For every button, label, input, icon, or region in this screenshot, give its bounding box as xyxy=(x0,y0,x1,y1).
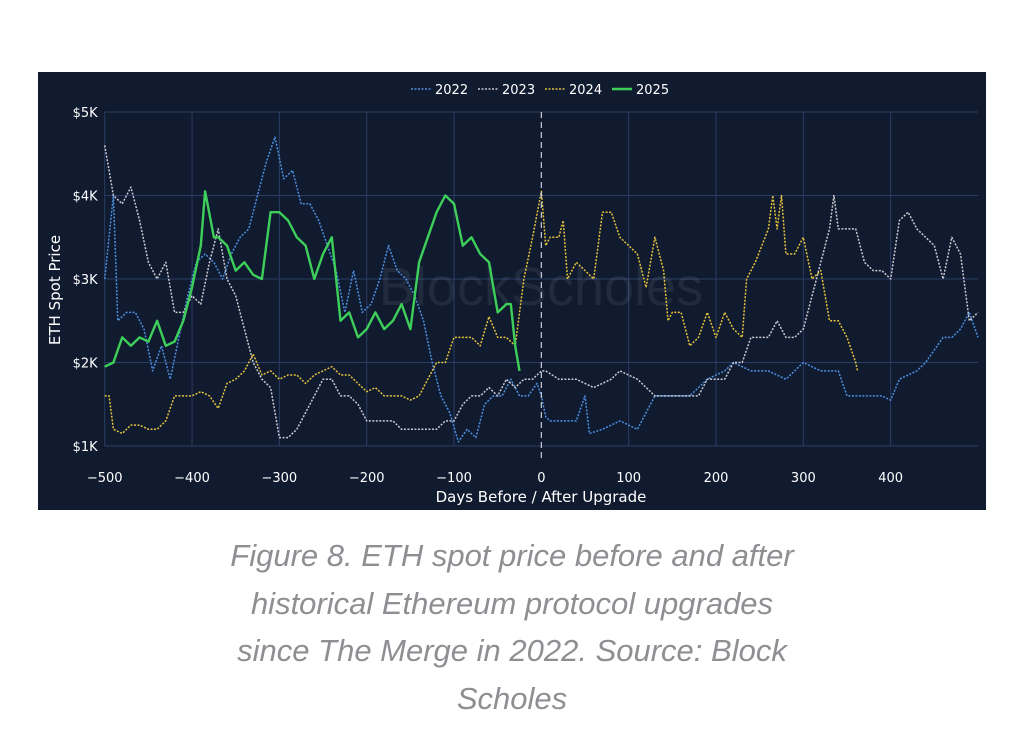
caption-line: historical Ethereum protocol upgrades xyxy=(250,585,774,621)
figure-caption: Figure 8. ETH spot price before and afte… xyxy=(0,532,1024,722)
series-line-2024 xyxy=(104,190,859,435)
y-axis-title: ETH Spot Price xyxy=(46,235,64,345)
x-tick-label: −100 xyxy=(436,471,472,486)
x-tick-label: −400 xyxy=(174,471,210,486)
x-tick-label: 400 xyxy=(878,471,903,486)
x-tick-label: 0 xyxy=(537,471,545,486)
y-tick-label: $2K xyxy=(73,357,99,372)
x-tick-label: −300 xyxy=(262,471,298,486)
x-tick-label: −200 xyxy=(349,471,385,486)
series-line-2023 xyxy=(103,145,979,439)
x-tick-label: 300 xyxy=(791,471,816,486)
x-axis-title: Days Before / After Upgrade xyxy=(436,488,647,506)
caption-line: since The Merge in 2022. Source: Block xyxy=(237,633,787,668)
x-tick-label: −500 xyxy=(87,471,123,486)
caption-line: Figure 8. ETH spot price before and afte… xyxy=(230,538,794,573)
legend-label-2022: 2022 xyxy=(435,83,468,98)
x-tick-label: 200 xyxy=(704,471,729,486)
y-tick-label: $5K xyxy=(73,106,99,121)
x-axis: −500 −400 −300 −200 −100 0 100 200 300 400 xyxy=(87,471,903,486)
y-tick-label: $1K xyxy=(73,440,99,455)
y-axis: $1K $2K $3K $4K $5K xyxy=(73,106,99,455)
caption-line: Scholes xyxy=(456,680,568,716)
y-tick-label: $3K xyxy=(73,273,99,288)
y-tick-label: $4K xyxy=(73,190,99,205)
legend-label-2024: 2024 xyxy=(569,83,602,98)
legend-label-2023: 2023 xyxy=(502,83,535,98)
series-line-2025 xyxy=(104,190,521,372)
chart-background xyxy=(38,72,986,510)
series-group xyxy=(103,136,979,443)
series-line-2022 xyxy=(103,136,979,443)
legend: 2022 2023 2024 2025 xyxy=(411,83,669,98)
x-tick-label: 100 xyxy=(616,471,641,486)
legend-label-2025: 2025 xyxy=(636,83,669,98)
